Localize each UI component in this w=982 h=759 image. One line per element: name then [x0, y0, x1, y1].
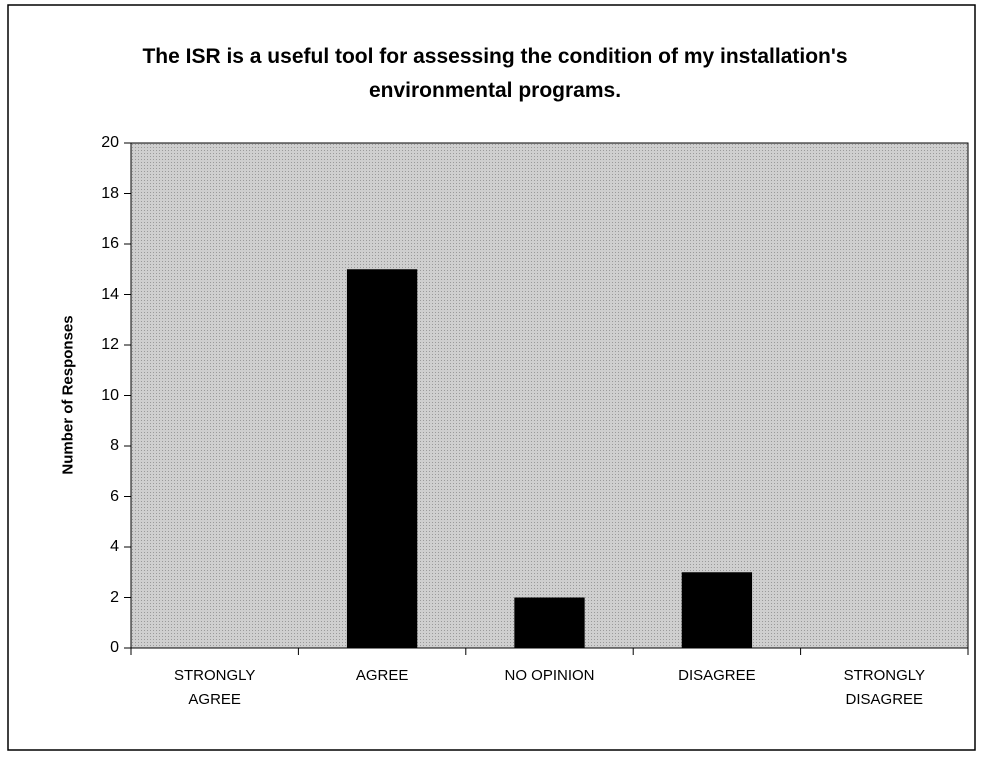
- y-tick-label: 12: [101, 336, 119, 353]
- x-tick-label: DISAGREE: [678, 667, 756, 684]
- y-tick-label: 16: [101, 235, 119, 252]
- chart-border: [7, 4, 976, 751]
- y-tick-label: 4: [110, 538, 119, 555]
- x-tick-label: STRONGLY AGREE: [173, 667, 256, 708]
- y-tick-label: 0: [110, 639, 119, 656]
- chart-title: The ISR is a useful tool for assessing t…: [142, 45, 848, 102]
- bar: [681, 572, 753, 648]
- bar: [346, 269, 418, 648]
- y-tick-label: 14: [101, 285, 119, 303]
- x-tick-label: STRONGLY DISAGREE: [843, 667, 925, 708]
- y-tick-label: 20: [101, 134, 119, 151]
- y-tick-label: 8: [110, 437, 119, 454]
- bar: [514, 597, 585, 648]
- y-tick-label: 10: [101, 386, 119, 404]
- x-tick-label: AGREE: [355, 667, 409, 684]
- y-tick-label: 18: [101, 184, 119, 202]
- y-tick-label: 2: [110, 588, 119, 606]
- y-tick-label: 6: [110, 487, 119, 505]
- y-axis-label: Number of Responses: [59, 315, 77, 475]
- plot-area: [130, 142, 969, 649]
- x-tick-label: NO OPINION: [504, 667, 595, 684]
